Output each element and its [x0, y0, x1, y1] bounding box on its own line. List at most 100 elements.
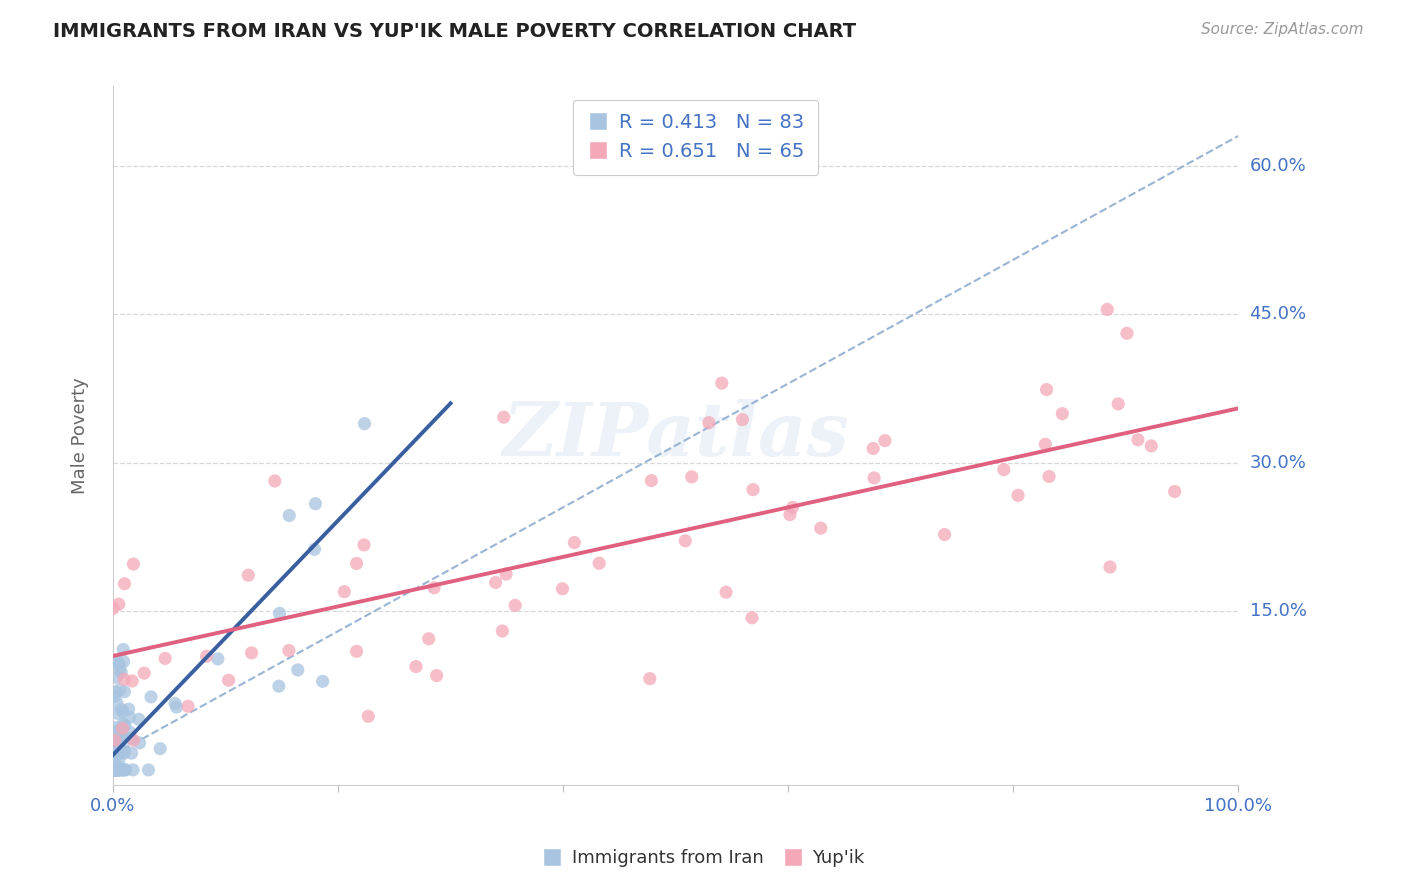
Point: [108, 657, 131, 672]
Point: [238, 568, 260, 582]
Point: [405, 659, 427, 673]
Text: 45.0%: 45.0%: [1250, 305, 1306, 323]
Point: [1052, 407, 1074, 421]
Point: [103, 601, 125, 615]
Point: [128, 736, 150, 750]
Point: [491, 624, 513, 638]
Text: ZIPatlas: ZIPatlas: [502, 400, 849, 472]
Point: [110, 743, 132, 757]
Point: [103, 655, 125, 669]
Point: [111, 705, 134, 719]
Point: [588, 556, 610, 570]
Point: [1116, 326, 1139, 341]
Point: [128, 712, 150, 726]
Point: [710, 376, 733, 391]
Point: [108, 763, 131, 777]
Point: [697, 416, 720, 430]
Point: [418, 632, 440, 646]
Point: [357, 709, 380, 723]
Point: [111, 730, 134, 744]
Point: [108, 734, 131, 748]
Point: [112, 746, 135, 760]
Point: [121, 673, 143, 688]
Point: [122, 733, 145, 747]
Point: [1163, 484, 1185, 499]
Point: [163, 697, 186, 711]
Point: [564, 535, 586, 549]
Point: [104, 733, 127, 747]
Point: [105, 763, 128, 777]
Point: [114, 684, 136, 698]
Point: [269, 607, 291, 621]
Point: [551, 582, 574, 596]
Point: [107, 737, 129, 751]
Point: [104, 721, 127, 735]
Point: [640, 474, 662, 488]
Point: [153, 651, 176, 665]
Point: [107, 760, 129, 774]
Point: [287, 663, 309, 677]
Point: [112, 655, 135, 669]
Point: [110, 665, 132, 680]
Point: [104, 763, 127, 777]
Point: [118, 710, 141, 724]
Point: [105, 763, 128, 777]
Point: [1097, 302, 1119, 317]
Point: [346, 644, 368, 658]
Point: [108, 736, 131, 750]
Point: [104, 685, 127, 699]
Point: [120, 731, 142, 746]
Point: [485, 575, 508, 590]
Point: [863, 471, 886, 485]
Point: [304, 497, 326, 511]
Point: [741, 611, 763, 625]
Point: [1038, 469, 1060, 483]
Point: [111, 763, 134, 777]
Point: [114, 718, 136, 732]
Point: [114, 576, 136, 591]
Point: [103, 763, 125, 777]
Point: [104, 690, 127, 704]
Point: [993, 462, 1015, 476]
Point: [638, 672, 661, 686]
Point: [1098, 560, 1121, 574]
Point: [277, 643, 299, 657]
Point: [107, 742, 129, 756]
Point: [862, 442, 884, 456]
Point: [139, 690, 162, 704]
Point: [333, 584, 356, 599]
Point: [240, 646, 263, 660]
Text: 30.0%: 30.0%: [1250, 454, 1306, 472]
Point: [263, 474, 285, 488]
Point: [681, 470, 703, 484]
Point: [112, 673, 135, 687]
Point: [1007, 488, 1029, 502]
Point: [108, 724, 131, 739]
Point: [1107, 397, 1129, 411]
Point: [105, 760, 128, 774]
Point: [1140, 439, 1163, 453]
Legend: R = 0.413   N = 83, R = 0.651   N = 65: R = 0.413 N = 83, R = 0.651 N = 65: [572, 100, 818, 175]
Point: [503, 599, 526, 613]
Point: [426, 668, 449, 682]
Point: [149, 741, 172, 756]
Point: [353, 538, 375, 552]
Point: [104, 725, 127, 739]
Point: [104, 747, 127, 761]
Point: [114, 743, 136, 757]
Point: [810, 521, 832, 535]
Point: [111, 746, 134, 760]
Y-axis label: Male Poverty: Male Poverty: [72, 377, 89, 494]
Point: [110, 702, 132, 716]
Point: [118, 725, 141, 739]
Point: [112, 642, 135, 657]
Point: [107, 655, 129, 669]
Point: [103, 747, 125, 762]
Point: [108, 682, 131, 697]
Point: [110, 731, 132, 745]
Point: [122, 557, 145, 571]
Point: [311, 674, 333, 689]
Point: [108, 763, 131, 777]
Point: [177, 699, 200, 714]
Point: [105, 763, 128, 777]
